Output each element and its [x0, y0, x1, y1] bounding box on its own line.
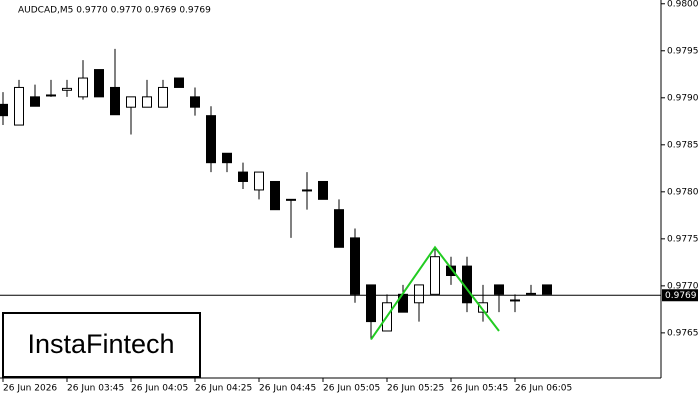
candle-body: [526, 292, 536, 295]
candle-body: [142, 96, 152, 108]
logo: InstaFintech: [27, 329, 174, 359]
y-tick-label: 0.9790: [667, 93, 699, 103]
candle-body: [174, 77, 184, 88]
candle-body: [302, 189, 312, 192]
candle-body: [158, 86, 168, 108]
candle-body: [62, 87, 72, 91]
x-tick-label: 26 Jun 06:05: [515, 384, 572, 394]
y-tick-label: 0.9785: [667, 140, 699, 150]
x-tick-label: 26 Jun 04:05: [131, 384, 188, 394]
candle-body: [270, 180, 280, 211]
x-tick-label: 26 Jun 05:45: [451, 384, 508, 394]
last-price-label: 0.9769: [665, 291, 697, 301]
candle-body: [366, 284, 376, 323]
y-tick-label: 0.9775: [667, 234, 699, 244]
candle-body: [46, 94, 56, 97]
logo-box: [2, 312, 201, 378]
last-price-box: [662, 289, 698, 302]
candle-body: [110, 86, 120, 116]
candle-body: [542, 284, 552, 295]
x-tick-label: 26 Jun 05:25: [387, 384, 444, 394]
candle-body: [414, 284, 424, 304]
candle-body: [30, 96, 40, 107]
candle-body: [78, 77, 88, 98]
candle-body: [494, 284, 504, 295]
candle-body: [0, 103, 8, 117]
candle-body: [126, 96, 136, 108]
candle-body: [510, 299, 520, 302]
candle-body: [254, 171, 264, 191]
y-tick-label: 0.9795: [667, 46, 699, 56]
candle-body: [94, 69, 104, 98]
y-tick-label: 0.9780: [667, 187, 699, 197]
candle-body: [206, 115, 216, 164]
candle-body: [286, 198, 296, 201]
x-tick-label: 26 Jun 04:45: [259, 384, 316, 394]
pattern-line: [370, 245, 500, 341]
candle-body: [318, 180, 328, 200]
candle-body: [14, 86, 24, 126]
x-tick-label: 26 Jun 2026: [3, 384, 57, 394]
chart-title: AUDCAD,M5 0.9770 0.9770 0.9769 0.9769: [18, 6, 211, 16]
candle-body: [350, 237, 360, 295]
candle-body: [478, 302, 488, 313]
y-tick-label: 0.9765: [667, 328, 699, 338]
candle-body: [430, 256, 440, 295]
x-tick-label: 26 Jun 03:45: [67, 384, 124, 394]
x-tick-label: 26 Jun 05:05: [323, 384, 380, 394]
y-tick-label: 0.9800: [667, 0, 699, 9]
candle-body: [238, 171, 248, 182]
y-tick-label: 0.9770: [667, 281, 699, 291]
candle-body: [334, 209, 344, 248]
candle-body: [190, 96, 200, 108]
candle-body: [446, 265, 456, 277]
x-tick-label: 26 Jun 04:25: [195, 384, 252, 394]
candle-body: [222, 152, 232, 164]
